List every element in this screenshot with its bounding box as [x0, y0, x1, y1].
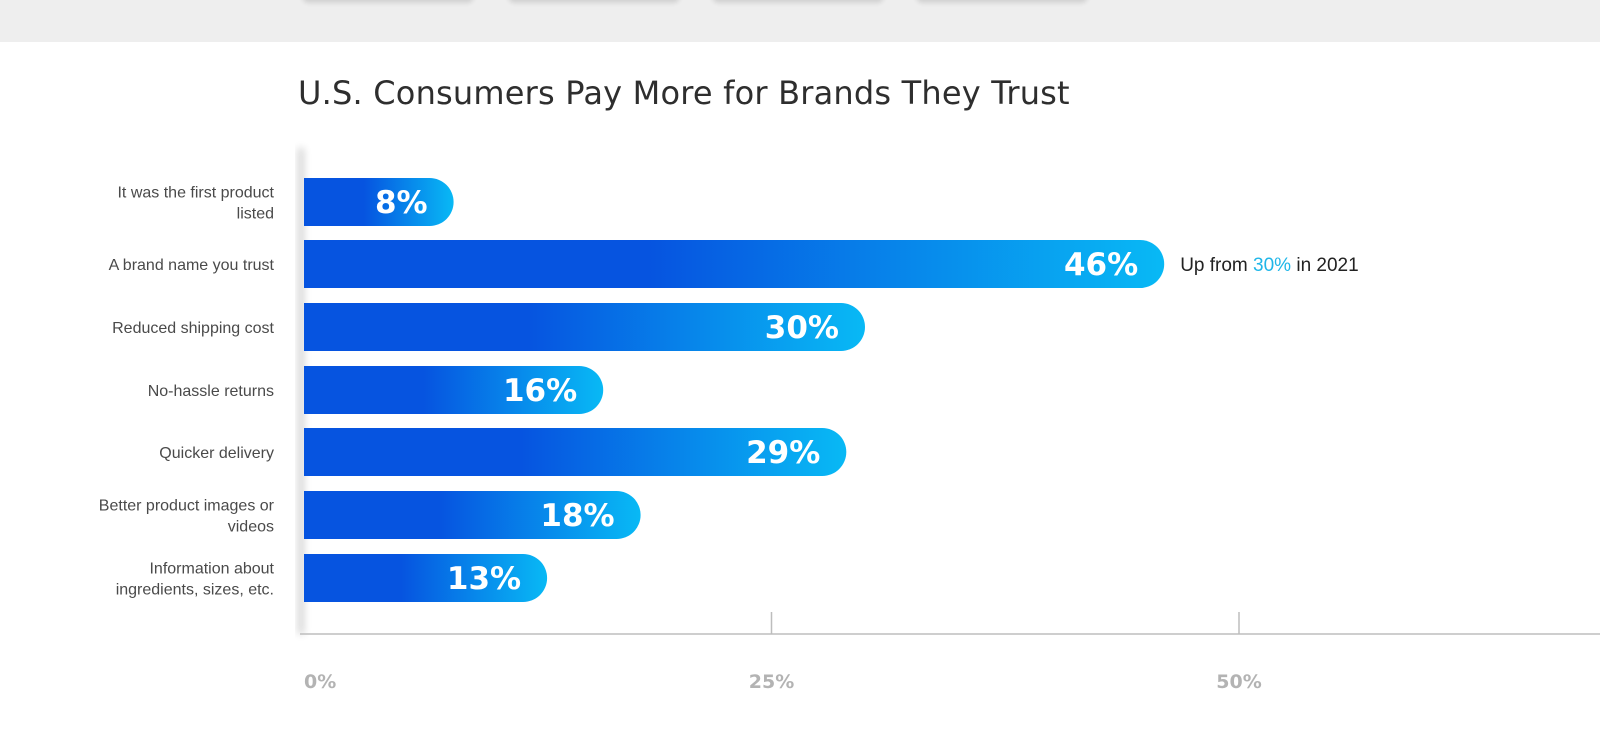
bar-7	[304, 554, 548, 602]
annotation-note: Up from 30% in 2021	[1180, 255, 1359, 276]
category-label-2: A brand name you trust	[109, 257, 275, 274]
x-tick-label-3: 50%	[1216, 671, 1261, 693]
bar-value-label-3: 30%	[765, 310, 839, 346]
bar-value-label-6: 18%	[540, 498, 614, 534]
category-label-6: Better product images or videos	[99, 498, 275, 536]
bar-1	[304, 178, 454, 226]
bar-value-label-2: 46%	[1064, 247, 1138, 283]
bar-5	[304, 428, 847, 476]
bars-group: 8% It was the first product listed 46% A bra…	[99, 148, 1359, 634]
category-label-1: It was the first product listed	[117, 185, 274, 223]
category-label-5: Quicker delivery	[159, 445, 274, 462]
bar-4	[304, 366, 604, 414]
bar-value-label-5: 29%	[746, 435, 820, 471]
x-axis: 0% 25% 50%	[300, 612, 1600, 693]
category-label-7: Information about ingredients, sizes, etc…	[116, 561, 275, 599]
bar-3	[304, 303, 865, 351]
bar-value-label-7: 13%	[447, 561, 521, 597]
x-tick-label-1: 0%	[304, 671, 336, 693]
bar-value-label-1: 8%	[375, 185, 428, 221]
category-label-3: Reduced shipping cost	[112, 320, 274, 337]
bar-value-label-4: 16%	[503, 373, 577, 409]
chart-title: U.S. Consumers Pay More for Brands They …	[298, 74, 1070, 112]
bar-2	[304, 240, 1165, 288]
category-label-4: No-hassle returns	[148, 383, 274, 400]
y-axis-shadow	[298, 148, 304, 634]
page-header-band	[0, 0, 1600, 42]
x-tick-label-2: 25%	[749, 671, 794, 693]
bar-6	[304, 491, 641, 539]
